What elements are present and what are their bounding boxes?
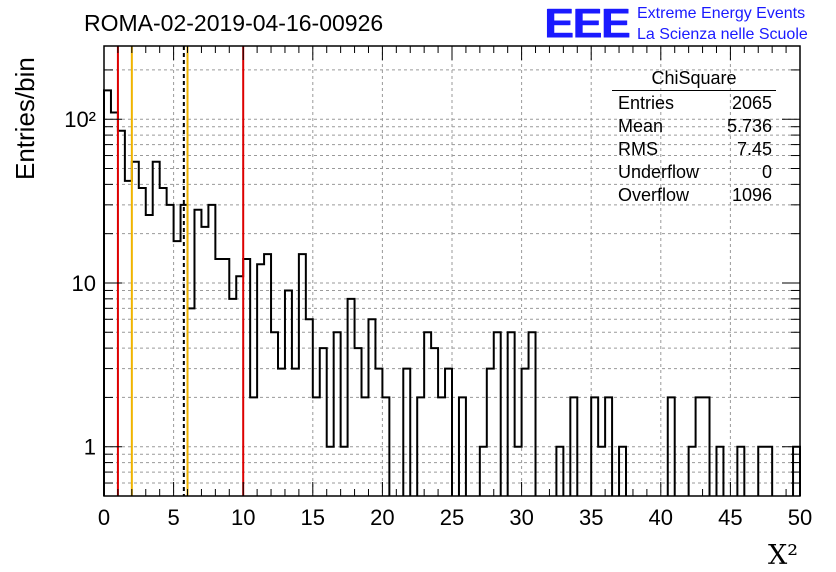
stats-title: ChiSquare xyxy=(612,68,776,91)
x-tick-label: 0 xyxy=(98,505,110,530)
y-axis-label: Entries/bin xyxy=(10,57,40,180)
x-tick-label: 45 xyxy=(718,505,742,530)
x-tick-label: 30 xyxy=(509,505,533,530)
x-tick-label: 50 xyxy=(788,505,812,530)
x-tick-label: 5 xyxy=(167,505,179,530)
stats-value: 0 xyxy=(761,162,772,182)
stats-box: ChiSquare Entries 2065 Mean 5.736 RMS 7.45 … xyxy=(612,68,776,206)
x-tick-label: 20 xyxy=(370,505,394,530)
stats-label: Underflow xyxy=(618,162,700,182)
y-ticks xyxy=(104,69,800,497)
logo-caption: Extreme Energy Events La Scienza nelle S… xyxy=(637,3,808,45)
stats-value: 5.736 xyxy=(726,116,772,136)
chart-title: ROMA-02-2019-04-16-00926 xyxy=(84,10,384,36)
y-tick-label: 10² xyxy=(64,107,96,132)
eee-logo: EEE xyxy=(544,0,630,47)
x-tick-label: 15 xyxy=(301,505,325,530)
x-tick-label: 10 xyxy=(231,505,255,530)
y-tick-label: 1 xyxy=(84,435,96,460)
logo-line-2: La Scienza nelle Scuole xyxy=(637,26,808,43)
histogram-bars xyxy=(103,89,801,496)
stats-row: Overflow 1096 xyxy=(612,183,776,206)
stats-label: Overflow xyxy=(618,185,690,205)
logo-line-1: Extreme Energy Events xyxy=(637,5,806,22)
stats-value: 1096 xyxy=(731,185,772,205)
stats-row: Mean 5.736 xyxy=(612,114,776,137)
x-axis-label: X² xyxy=(768,540,799,571)
y-tick-label: 10 xyxy=(72,271,96,296)
stats-row: Underflow 0 xyxy=(612,160,776,183)
x-ticks xyxy=(103,46,801,496)
x-tick-label: 25 xyxy=(440,505,464,530)
stats-label: Entries xyxy=(618,93,675,113)
x-tick-label: 35 xyxy=(579,505,603,530)
stats-row: RMS 7.45 xyxy=(612,137,776,160)
x-tick-label: 40 xyxy=(649,505,673,530)
stats-value: 2065 xyxy=(731,93,772,113)
stats-row: Entries 2065 xyxy=(612,91,776,114)
stats-label: RMS xyxy=(618,139,658,159)
stats-value: 7.45 xyxy=(736,139,772,159)
stats-label: Mean xyxy=(618,116,664,136)
